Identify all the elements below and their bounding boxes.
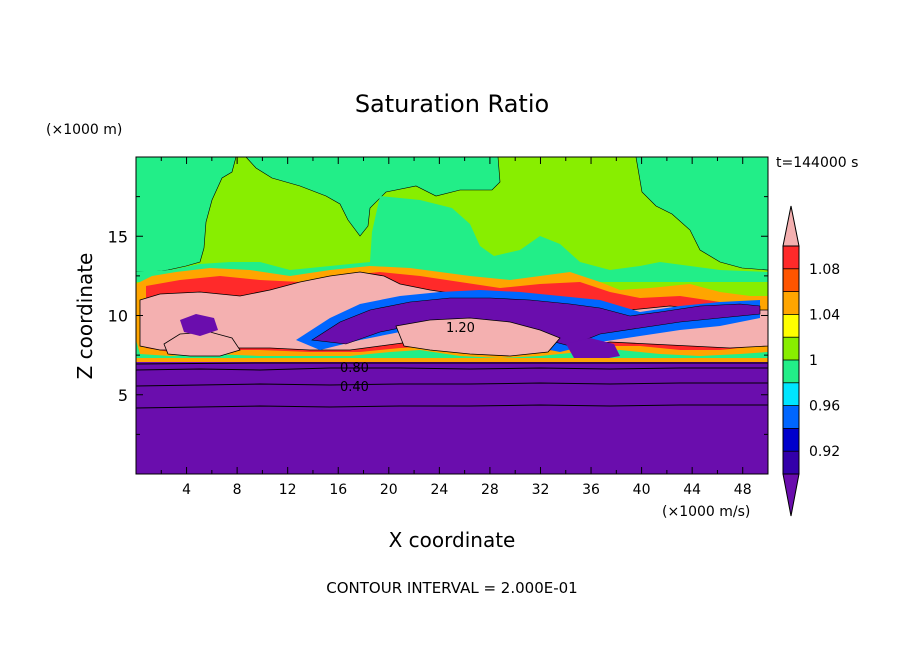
- x-tick-label: 28: [481, 482, 499, 498]
- x-axis: 4 8 12 16 20 24 28 32 36 40 44 48: [160, 157, 752, 498]
- y-unit-label: (×1000 m): [46, 122, 122, 138]
- y-axis-label: Z coordinate: [73, 253, 97, 380]
- x-tick-label: 36: [582, 482, 600, 498]
- x-tick-label: 44: [683, 482, 701, 498]
- contour-line-low: [135, 404, 768, 409]
- colorbar-segment: [783, 268, 799, 292]
- plot-area: [135, 156, 769, 474]
- colorbar-segment: [783, 337, 799, 360]
- colorbar-segment: [783, 291, 799, 315]
- y-tick-label: 15: [108, 227, 128, 246]
- x-tick-label: 12: [279, 482, 297, 498]
- colorbar-segment: [783, 428, 799, 452]
- colorbar-segment: [783, 451, 799, 474]
- x-tick-label: 8: [233, 482, 242, 498]
- x-tick-label: 4: [182, 482, 191, 498]
- x-tick-label: 24: [430, 482, 448, 498]
- x-unit-label: (×1000 m/s): [662, 504, 750, 520]
- pink-core-center: [395, 317, 561, 357]
- colorbar-segment: [783, 314, 799, 338]
- contour-label: 0.40: [340, 380, 369, 395]
- dry-lower-layer: [136, 362, 768, 474]
- x-tick-label: 16: [329, 482, 347, 498]
- colorbar-segment: [783, 405, 799, 429]
- x-tick-label: 20: [380, 482, 398, 498]
- purple-pocket-left: [180, 314, 218, 336]
- upper-green-region-mid: [245, 156, 501, 237]
- contour-line-0.80: [135, 367, 768, 371]
- colorbar: 0.92 0.96 1 1.04 1.08: [782, 205, 840, 517]
- colorbar-tick-label: 1: [809, 353, 818, 369]
- colorbar-segment: [783, 360, 799, 383]
- contour-label: 0.80: [340, 361, 369, 376]
- colorbar-segment: [783, 246, 799, 269]
- y-axis: 5 10 15: [108, 196, 768, 435]
- colorbar-min-extension: [782, 473, 800, 517]
- green-band-above-cloud: [136, 196, 768, 282]
- x-tick-label: 40: [633, 482, 651, 498]
- colorbar-max-extension: [782, 205, 800, 247]
- x-tick-label: 48: [734, 482, 752, 498]
- contour-line-top: [135, 362, 768, 365]
- colorbar-tick-label: 0.96: [809, 399, 840, 415]
- contour-interval-note: CONTOUR INTERVAL = 2.000E-01: [326, 579, 577, 597]
- contour-label: 1.20: [446, 321, 475, 336]
- colorbar-tick-label: 1.08: [809, 262, 840, 278]
- y-tick-label: 5: [118, 386, 128, 405]
- purple-pocket-right: [566, 338, 620, 360]
- time-label: t=144000 s: [776, 155, 858, 171]
- colorbar-tick-label: 1.04: [809, 307, 840, 323]
- x-tick-label: 32: [532, 482, 550, 498]
- y-tick-label: 10: [108, 307, 128, 326]
- colorbar-tick-label: 0.92: [809, 444, 840, 460]
- x-axis-label: X coordinate: [389, 528, 516, 552]
- colorbar-segment: [783, 382, 799, 406]
- chart-title: Saturation Ratio: [355, 90, 549, 118]
- contour-line-0.40: [135, 382, 768, 387]
